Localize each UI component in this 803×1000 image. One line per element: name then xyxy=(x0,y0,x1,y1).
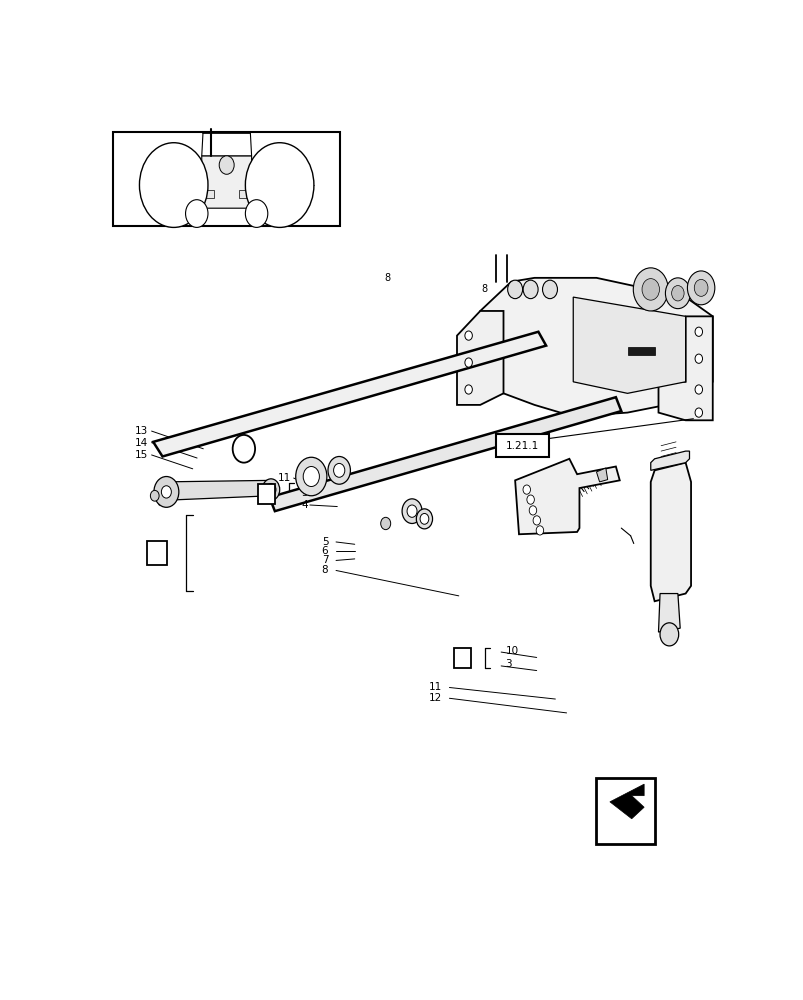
Bar xyxy=(453,648,471,668)
Text: 8: 8 xyxy=(481,284,487,294)
Circle shape xyxy=(245,143,313,227)
Polygon shape xyxy=(650,451,689,470)
Polygon shape xyxy=(456,311,503,405)
Polygon shape xyxy=(658,594,679,632)
Circle shape xyxy=(695,385,702,394)
Polygon shape xyxy=(162,480,271,500)
Text: 8: 8 xyxy=(321,565,328,575)
Text: 1: 1 xyxy=(153,547,161,560)
Circle shape xyxy=(659,623,678,646)
Text: 7: 7 xyxy=(321,555,328,565)
Circle shape xyxy=(406,505,417,517)
Circle shape xyxy=(153,477,178,507)
Text: 8: 8 xyxy=(384,273,389,283)
Circle shape xyxy=(507,280,522,299)
Circle shape xyxy=(695,354,702,363)
Circle shape xyxy=(328,456,350,484)
Circle shape xyxy=(296,457,327,496)
Text: 1.21.1: 1.21.1 xyxy=(505,441,539,451)
Circle shape xyxy=(532,516,540,525)
Circle shape xyxy=(266,483,275,496)
Polygon shape xyxy=(626,347,654,355)
Text: 12: 12 xyxy=(428,693,442,703)
Text: 13: 13 xyxy=(135,426,148,436)
Circle shape xyxy=(185,200,208,227)
Text: 9: 9 xyxy=(461,653,467,663)
Circle shape xyxy=(695,327,702,336)
Bar xyxy=(147,541,167,565)
Text: 11: 11 xyxy=(428,682,442,692)
Bar xyxy=(238,190,249,198)
Circle shape xyxy=(464,358,472,367)
Circle shape xyxy=(536,526,543,535)
Text: 2: 2 xyxy=(265,489,271,499)
Circle shape xyxy=(542,280,556,299)
Circle shape xyxy=(219,156,234,174)
Text: 6: 6 xyxy=(321,546,328,556)
Circle shape xyxy=(694,279,707,296)
Text: 3: 3 xyxy=(301,488,308,498)
Circle shape xyxy=(671,286,683,301)
Circle shape xyxy=(139,143,208,227)
Circle shape xyxy=(523,280,537,299)
Bar xyxy=(257,484,275,504)
Text: 10: 10 xyxy=(505,646,518,656)
Circle shape xyxy=(528,506,536,515)
Circle shape xyxy=(464,385,472,394)
Circle shape xyxy=(245,200,267,227)
Polygon shape xyxy=(515,459,619,534)
Polygon shape xyxy=(153,332,545,456)
Polygon shape xyxy=(192,156,261,208)
Circle shape xyxy=(333,463,344,477)
Circle shape xyxy=(419,513,428,524)
Circle shape xyxy=(150,490,159,501)
Text: 5: 5 xyxy=(321,537,328,547)
Bar xyxy=(495,434,548,457)
Circle shape xyxy=(381,517,390,530)
Bar xyxy=(595,778,654,844)
Polygon shape xyxy=(479,278,712,416)
Polygon shape xyxy=(650,463,691,601)
Circle shape xyxy=(526,495,534,504)
Polygon shape xyxy=(573,297,685,393)
Circle shape xyxy=(464,331,472,340)
Bar xyxy=(112,132,340,226)
Circle shape xyxy=(665,278,690,309)
Circle shape xyxy=(232,435,255,463)
Circle shape xyxy=(416,509,432,529)
Circle shape xyxy=(161,486,171,498)
Text: 15: 15 xyxy=(135,450,148,460)
Polygon shape xyxy=(202,133,251,156)
Polygon shape xyxy=(609,784,643,819)
Text: 14: 14 xyxy=(135,438,148,448)
Circle shape xyxy=(695,408,702,417)
Polygon shape xyxy=(269,397,621,511)
Circle shape xyxy=(303,467,319,487)
Polygon shape xyxy=(596,468,607,482)
Circle shape xyxy=(402,499,422,523)
Circle shape xyxy=(633,268,667,311)
Circle shape xyxy=(642,279,658,300)
Polygon shape xyxy=(658,316,712,420)
Circle shape xyxy=(262,479,279,500)
Text: 11: 11 xyxy=(278,473,291,483)
Circle shape xyxy=(523,485,530,494)
Circle shape xyxy=(687,271,714,305)
Bar xyxy=(204,190,214,198)
Text: 4: 4 xyxy=(301,500,308,510)
Text: 3: 3 xyxy=(505,659,512,669)
